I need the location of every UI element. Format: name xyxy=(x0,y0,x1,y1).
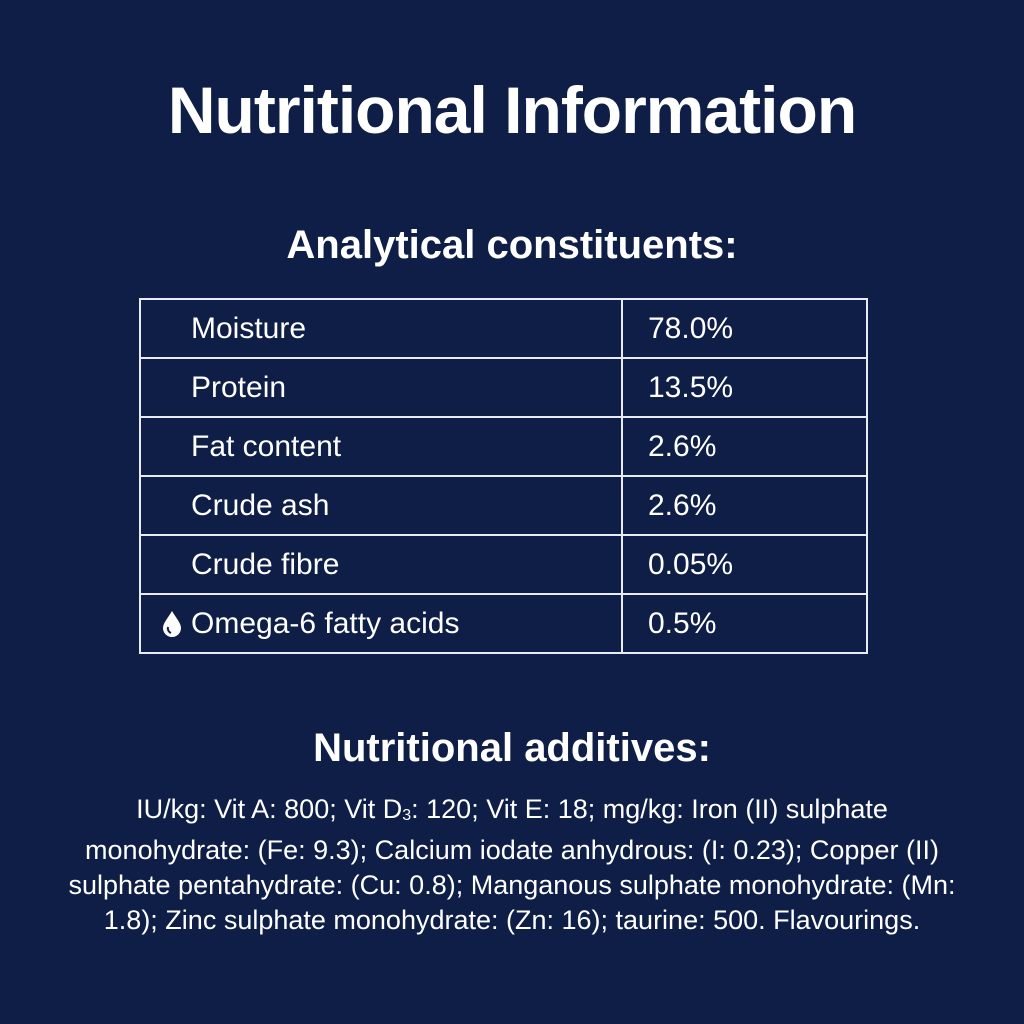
table-row: Fat content 2.6% xyxy=(139,416,868,477)
row-label: Crude ash xyxy=(139,475,623,536)
table-row: Crude fibre 0.05% xyxy=(139,534,868,595)
row-value: 2.6% xyxy=(621,416,868,477)
page-title: Nutritional Information xyxy=(167,73,857,147)
cell-text: Crude ash xyxy=(191,488,330,522)
cell-text: Crude fibre xyxy=(191,547,340,581)
table-row: Omega-6 fatty acids 0.5% xyxy=(139,593,868,654)
subscript: 3 xyxy=(402,807,412,824)
cell-text: 2.6% xyxy=(648,488,717,522)
table-row: Crude ash 2.6% xyxy=(139,475,868,536)
row-label: Omega-6 fatty acids xyxy=(139,593,623,654)
droplet-icon xyxy=(163,611,181,637)
row-label: Moisture xyxy=(139,298,623,359)
cell-text: 0.5% xyxy=(648,606,717,640)
table-row: Protein 13.5% xyxy=(139,357,868,418)
cell-text: Moisture xyxy=(191,311,307,345)
text: : 120; Vit E: 18; mg/kg: Iron (II) sulph… xyxy=(68,794,956,935)
row-label: Protein xyxy=(139,357,623,418)
table-row: Moisture 78.0% xyxy=(139,298,868,359)
row-label: Fat content xyxy=(139,416,623,477)
cell-text: Fat content xyxy=(191,429,342,463)
text: IU/kg: Vit A: 800; Vit D xyxy=(136,794,403,824)
section-heading: Nutritional additives: xyxy=(313,726,711,770)
cell-text: 2.6% xyxy=(648,429,717,463)
cell-text: 13.5% xyxy=(648,370,734,404)
row-value: 13.5% xyxy=(621,357,868,418)
row-value: 78.0% xyxy=(621,298,868,359)
row-value: 0.05% xyxy=(621,534,868,595)
constituents-table: Moisture 78.0% Protein 13.5% Fat content 2.6%… xyxy=(139,298,868,654)
cell-text: 0.05% xyxy=(648,547,734,581)
row-value: 2.6% xyxy=(621,475,868,536)
additives-text: IU/kg: Vit A: 800; Vit D3: 120; Vit E: 1… xyxy=(57,792,967,938)
row-label: Crude fibre xyxy=(139,534,623,595)
cell-text: Protein xyxy=(191,370,287,404)
row-value: 0.5% xyxy=(621,593,868,654)
cell-text: 78.0% xyxy=(648,311,734,345)
section-heading: Analytical constituents: xyxy=(286,223,738,267)
cell-text: Omega-6 fatty acids xyxy=(191,606,460,640)
